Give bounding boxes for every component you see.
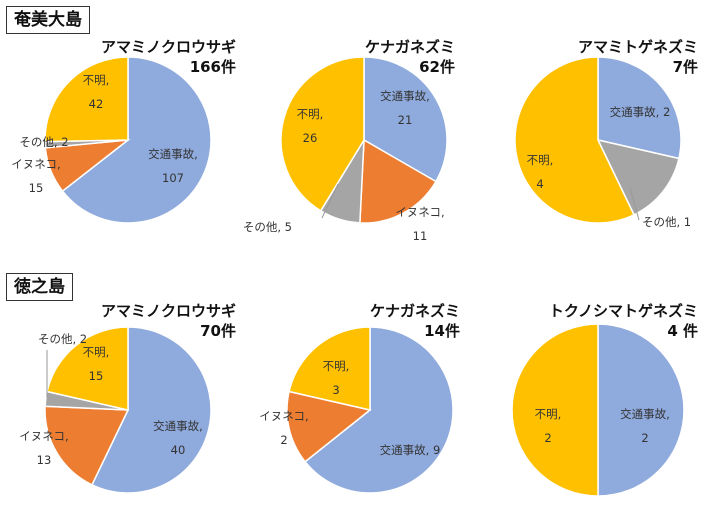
chart-title: アマミノクロウサギ (101, 38, 236, 56)
section-label-amami: 奄美大島 (6, 6, 90, 34)
slice-label: その他, 5 (243, 220, 292, 234)
pie-slice (597, 323, 685, 497)
slice-label-value: 42 (89, 97, 104, 111)
leader-line (629, 187, 640, 221)
slice-label: その他, 2 (19, 135, 68, 149)
pie-slice (44, 56, 129, 143)
section-label-tokunoshima: 徳之島 (6, 273, 73, 301)
slice-label-value: 3 (332, 383, 339, 397)
slice-label-name: 不明, (297, 107, 324, 121)
pie-slice (359, 138, 437, 224)
slice-label-value: 107 (162, 171, 184, 185)
pie-slice (288, 326, 371, 411)
slice-label-value: 4 (536, 177, 543, 191)
slice-label-name: 不明, (83, 73, 110, 87)
slice-label-name: イヌネコ, (259, 409, 308, 423)
chart-title: アマミノクロウサギ (101, 302, 236, 320)
slice-label-name: イヌネコ, (395, 205, 444, 219)
slice-label-name: 交通事故, (620, 407, 670, 421)
chart-count: 166件 (190, 58, 236, 76)
slice-label-name: イヌネコ, (19, 429, 68, 443)
slice-label-value: 2 (641, 431, 648, 445)
pie-slice (596, 138, 680, 216)
chart-title: アマミトゲネズミ (578, 38, 698, 56)
chart-count: 62件 (419, 58, 455, 76)
slice-label-value: 15 (29, 181, 44, 195)
chart-title: ケナガネズミ (370, 302, 460, 320)
slice-label-name: 不明, (323, 359, 350, 373)
chart-count: 70件 (200, 322, 236, 340)
pie-slice (514, 56, 636, 224)
pie-slice (286, 390, 372, 463)
slice-label-value: 21 (398, 113, 413, 127)
pie-slice (61, 56, 212, 224)
chart-count: 14件 (424, 322, 460, 340)
pie-slice (44, 405, 130, 486)
slice-label-value: 40 (171, 443, 186, 457)
slice-label-name: 交通事故, (153, 419, 203, 433)
pie-slice (363, 56, 448, 183)
slice-label-value: 26 (303, 131, 318, 145)
chart-count: 7件 (673, 58, 698, 76)
pie-slice (511, 323, 599, 497)
pie-slice (46, 326, 129, 411)
slice-label: その他, 1 (642, 215, 691, 229)
slice-label: 交通事故, 2 (610, 105, 671, 119)
chart-title: トクノシマトゲネズミ (549, 302, 698, 320)
pie-slice (304, 326, 454, 494)
leader-line (321, 183, 339, 219)
slice-label: 交通事故, 9 (380, 443, 441, 457)
slice-label-value: 2 (544, 431, 551, 445)
slice-label-name: 不明, (83, 345, 110, 359)
chart-title: ケナガネズミ (365, 38, 455, 56)
slice-label-name: イヌネコ, (11, 157, 60, 171)
pie-slice (90, 326, 212, 494)
slice-label-name: 不明, (535, 407, 562, 421)
slice-label-name: 交通事故, (380, 89, 430, 103)
chart-count: 4 件 (667, 322, 698, 340)
pie-slice (597, 56, 682, 160)
slice-label-value: 13 (37, 453, 52, 467)
pie-slice (280, 56, 365, 212)
slice-label-value: 11 (413, 229, 428, 243)
slice-label-value: 2 (280, 433, 287, 447)
slice-label-value: 15 (89, 369, 104, 383)
slice-label-name: 不明, (527, 153, 554, 167)
slice-label: その他, 2 (38, 332, 87, 346)
slice-label-name: 交通事故, (148, 147, 198, 161)
